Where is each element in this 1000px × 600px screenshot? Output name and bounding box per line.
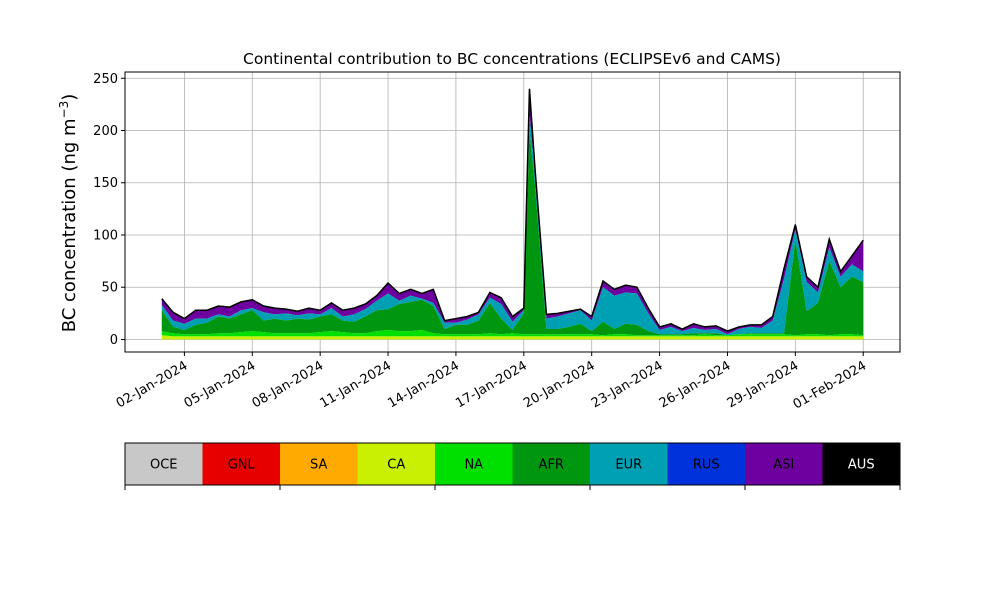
legend-swatch-na [435, 443, 513, 485]
legend-label-oce: OCE [150, 458, 178, 473]
legend-swatch-sa [280, 443, 358, 485]
legend-frame [124, 442, 901, 486]
x-tick-label: 11-Jan-2024 [317, 358, 394, 411]
legend-label-rus: RUS [693, 458, 720, 473]
legend-swatch-gnl [202, 443, 281, 485]
grid-lines [125, 72, 900, 352]
y-axis-label: BC concentration (ng m−3) [57, 94, 80, 333]
area-ca [161, 335, 864, 340]
legend-label-na: NA [464, 458, 483, 473]
legend-label-aus: AUS [848, 458, 875, 473]
legend-label-ca: CA [387, 458, 405, 473]
x-tick-label: 05-Jan-2024 [182, 358, 259, 411]
legend-label-eur: EUR [615, 458, 642, 473]
y-tick-label: 150 [93, 176, 118, 191]
axes: 0 50 100 150 200 250 02-Jan-202405-Jan-202408-… [93, 71, 901, 412]
area-eur [161, 114, 864, 336]
x-tick-label: 17-Jan-2024 [453, 358, 530, 411]
y-tick-label: 100 [93, 228, 118, 243]
legend-swatch-aus [822, 443, 901, 485]
chart-title: Continental contribution to BC concentra… [243, 50, 781, 68]
x-tick-label: 14-Jan-2024 [385, 358, 462, 411]
x-tick-label: 20-Jan-2024 [521, 358, 598, 411]
area-asi [161, 88, 864, 335]
legend-swatch-rus [667, 443, 746, 485]
legend-swatch-asi [745, 443, 823, 485]
legend-swatch-oce [125, 443, 203, 485]
x-tick-label: 02-Jan-2024 [114, 358, 191, 411]
colorbar-legend: OCE GNL SA CA NA AFR EUR RUS ASI AUS [124, 442, 901, 490]
x-tick-label: 01-Feb-2024 [791, 358, 870, 412]
y-tick-label: 50 [101, 281, 118, 296]
total-outline [161, 88, 864, 332]
stacked-areas [161, 88, 864, 340]
x-tick-label: 23-Jan-2024 [589, 358, 666, 411]
legend-swatch-ca [357, 443, 436, 485]
legend-label-asi: ASI [773, 458, 794, 473]
legend-label-sa: SA [310, 458, 327, 473]
y-tick-label: 250 [93, 72, 118, 87]
legend-swatch-afr [512, 443, 591, 485]
area-afr [161, 130, 864, 336]
y-tick-label: 0 [110, 333, 118, 348]
x-tick-label: 29-Jan-2024 [725, 358, 802, 411]
legend-label-gnl: GNL [228, 458, 256, 473]
legend-label-afr: AFR [539, 458, 564, 473]
plot-frame [124, 71, 901, 353]
x-tick-label: 08-Jan-2024 [250, 358, 327, 411]
area-na [161, 330, 864, 337]
x-tick-label: 26-Jan-2024 [657, 358, 734, 411]
y-tick-label: 200 [93, 124, 118, 139]
legend-swatch-eur [590, 443, 668, 485]
